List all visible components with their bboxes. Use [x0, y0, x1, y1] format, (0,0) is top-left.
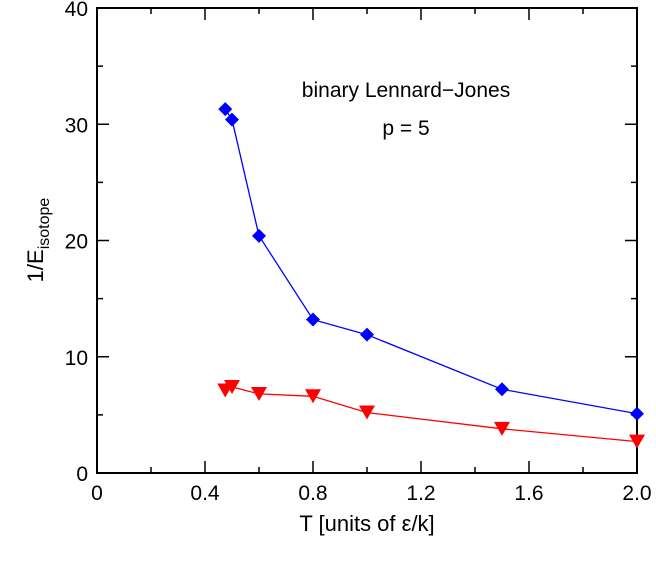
x-tick-label: 1.2 [406, 482, 435, 505]
series-1-point [630, 406, 644, 421]
x-tick-label: 0 [91, 482, 103, 505]
series-2-point [359, 405, 375, 420]
axis-ticks [96, 7, 638, 474]
series-1-point [360, 327, 374, 342]
series-1-line [224, 108, 638, 415]
series-1 [218, 102, 644, 421]
series-1-point [252, 228, 266, 243]
series-2-point [224, 379, 240, 394]
y-tick-label: 0 [76, 463, 88, 486]
plot-area-frame [96, 7, 638, 474]
series-2-line [224, 386, 638, 443]
annotation-model: binary Lennard−Jones [302, 79, 510, 102]
x-tick-label: 0.8 [298, 482, 327, 505]
y-tick-label: 20 [65, 231, 88, 254]
series-2-point [494, 421, 510, 436]
series-2-point [251, 386, 267, 401]
y-axis-label-main: 1/E [23, 249, 48, 282]
series-1-point [225, 112, 239, 127]
series-1-point [218, 102, 233, 117]
series-2-point [305, 389, 321, 404]
series-2 [217, 379, 645, 449]
y-tick-label: 10 [65, 347, 88, 370]
series-2-point [629, 434, 645, 449]
series-1-point [495, 382, 509, 397]
series-layer [217, 102, 645, 449]
x-tick-label: 0.4 [190, 482, 220, 505]
x-tick-label: 1.6 [514, 482, 543, 505]
series-1-point [306, 312, 320, 327]
y-tick-label: 40 [65, 0, 88, 21]
y-axis-label-subscript: isotope [36, 198, 53, 250]
axis-tick-labels: 0 0.4 0.8 1.2 1.6 2.0 0 10 20 30 40 [65, 0, 652, 505]
y-tick-label: 30 [65, 114, 88, 137]
y-axis-label: 1/Eisotope [23, 198, 53, 283]
x-tick-label: 2.0 [622, 482, 651, 505]
annotation-p: p = 5 [382, 117, 429, 140]
x-axis-label: T [units of ε/k] [299, 511, 434, 536]
